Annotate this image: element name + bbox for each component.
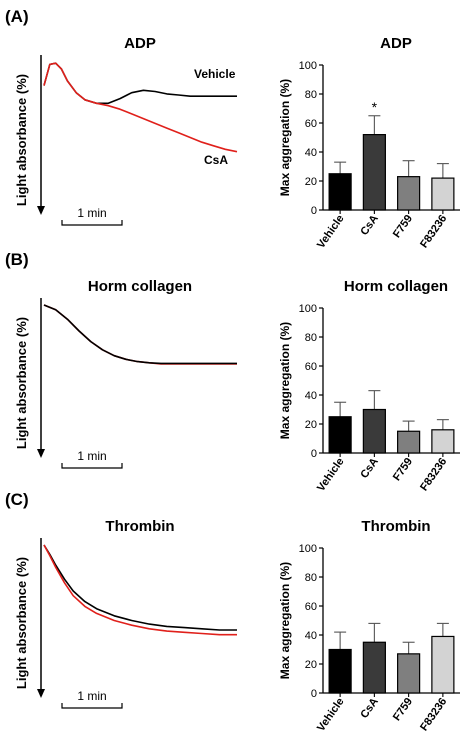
bar-csa: [362, 408, 386, 454]
y-tick-label: 0: [311, 688, 317, 700]
scale-bar-label: 1 min: [77, 449, 106, 463]
trace-y-label: Light absorbance (%): [14, 74, 29, 206]
x-tick-label: F759: [391, 696, 415, 723]
bar-chart: Horm collagen Max aggregation (%) 0 20 40 60 8…: [278, 278, 460, 494]
x-tick-label: F83236: [418, 696, 449, 733]
y-tick-label: 60: [305, 118, 317, 130]
trace-y-arrow: [37, 689, 45, 698]
bar-title: ADP: [380, 35, 412, 52]
trace-y-arrow: [37, 206, 45, 215]
bar-chart: Thrombin Max aggregation (%) 0 20 40 60 80 100 V…: [278, 518, 460, 734]
panel-2: (B) Horm collagen Light absorbance (%) 1 mi…: [5, 250, 460, 494]
bar-vehicle: [328, 648, 352, 694]
y-tick-label: 80: [305, 572, 317, 584]
y-tick-label: 80: [305, 332, 317, 344]
bar-y-label: Max aggregation (%): [278, 322, 292, 439]
trace-label-csa: CsA: [204, 153, 228, 167]
scale-bar: [61, 220, 123, 226]
bar-csa: [362, 134, 386, 211]
bar-f759: [397, 176, 421, 211]
y-tick-label: 100: [299, 543, 317, 555]
x-tick-label: Vehicle: [315, 213, 347, 251]
bar-y-label: Max aggregation (%): [278, 562, 292, 679]
panel-tag: (B): [5, 250, 29, 269]
scale-bar: [61, 463, 123, 469]
x-tick-label: F83236: [418, 456, 449, 493]
bar-f83236: [431, 429, 455, 454]
y-tick-label: 20: [305, 176, 317, 188]
trace-line-2: [43, 62, 238, 153]
y-tick-label: 0: [311, 205, 317, 217]
x-tick-label: F759: [391, 213, 415, 240]
y-tick-label: 20: [305, 419, 317, 431]
y-tick-label: 0: [311, 448, 317, 460]
trace-plot: ADP Light absorbance (%) 1 min Vehicle CsA: [14, 35, 238, 226]
significance-marker: *: [372, 99, 378, 115]
x-tick-label: Vehicle: [315, 456, 347, 494]
y-tick-label: 100: [299, 60, 317, 72]
trace-line-1: [43, 304, 237, 365]
y-tick-label: 40: [305, 147, 317, 159]
y-tick-label: 60: [305, 361, 317, 373]
bar-f83236: [431, 635, 455, 694]
x-tick-label: CsA: [358, 696, 380, 721]
bar-y-label: Max aggregation (%): [278, 79, 292, 196]
bar-f759: [397, 653, 421, 694]
bar-vehicle: [328, 416, 352, 454]
bar-csa: [362, 641, 386, 694]
trace-title: Horm collagen: [88, 278, 192, 295]
y-tick-label: 60: [305, 601, 317, 613]
trace-line-1: [43, 544, 237, 631]
trace-line-2: [43, 304, 237, 365]
bar-f83236: [431, 177, 455, 211]
scale-bar: [61, 703, 123, 709]
scale-bar-label: 1 min: [77, 206, 106, 220]
bar-f759: [397, 430, 421, 454]
x-tick-label: CsA: [358, 456, 380, 481]
trace-plot: Thrombin Light absorbance (%) 1 min: [14, 518, 237, 709]
trace-title: ADP: [124, 35, 156, 52]
bar-chart: ADP Max aggregation (%) 0 20 40 60 80 100 Vehicl…: [278, 35, 460, 251]
panel-tag: (A): [5, 7, 29, 26]
panel-1: (A) ADP Light absorbance (%) 1 min Vehicle Cs…: [5, 7, 460, 251]
x-tick-label: F759: [391, 456, 415, 483]
x-tick-label: Vehicle: [315, 696, 347, 734]
y-tick-label: 20: [305, 659, 317, 671]
trace-y-label: Light absorbance (%): [14, 317, 29, 449]
trace-plot: Horm collagen Light absorbance (%) 1 min: [14, 278, 237, 469]
y-tick-label: 40: [305, 630, 317, 642]
y-tick-label: 80: [305, 89, 317, 101]
trace-label-vehicle: Vehicle: [194, 67, 236, 81]
bar-title: Horm collagen: [344, 278, 448, 295]
y-tick-label: 100: [299, 303, 317, 315]
x-tick-label: CsA: [358, 213, 380, 238]
trace-y-label: Light absorbance (%): [14, 557, 29, 689]
x-tick-label: F83236: [418, 213, 449, 250]
scale-bar-label: 1 min: [77, 689, 106, 703]
trace-title: Thrombin: [105, 518, 174, 535]
panel-tag: (C): [5, 490, 29, 509]
trace-line-2: [43, 544, 237, 636]
trace-y-arrow: [37, 449, 45, 458]
bar-title: Thrombin: [361, 518, 430, 535]
bar-vehicle: [328, 173, 352, 211]
y-tick-label: 40: [305, 390, 317, 402]
